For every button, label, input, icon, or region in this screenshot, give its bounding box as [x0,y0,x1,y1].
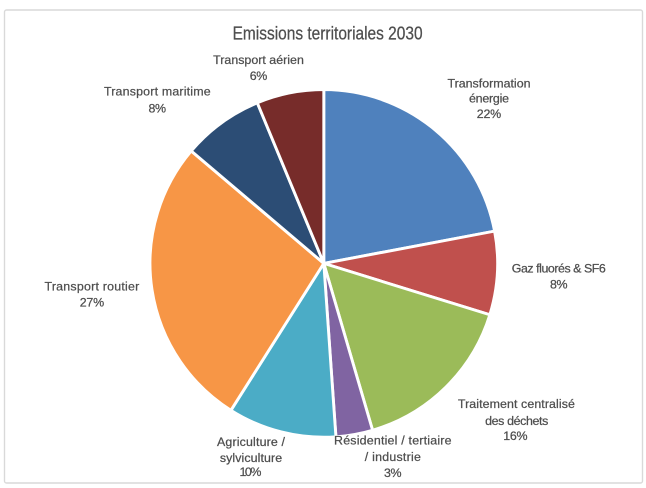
svg-text:Traitement centralisé: Traitement centralisé [458,397,575,411]
svg-text:8%: 8% [550,277,568,291]
svg-text:Gaz fluorés & SF6: Gaz fluorés & SF6 [512,262,606,276]
svg-text:énergie: énergie [469,92,509,106]
svg-text:Emissions territoriales 2030: Emissions territoriales 2030 [233,23,423,44]
svg-text:/ industrie: / industrie [365,450,421,464]
svg-text:sylviculture: sylviculture [220,451,282,465]
svg-text:8%: 8% [149,102,167,116]
svg-text:3%: 3% [384,466,402,480]
svg-text:Agriculture /: Agriculture / [217,435,286,449]
svg-text:Transport maritime: Transport maritime [104,84,211,98]
svg-text:16%: 16% [503,429,527,443]
svg-text:10%: 10% [239,465,261,479]
svg-text:27%: 27% [80,295,104,309]
svg-text:Transport aérien: Transport aérien [213,53,304,67]
svg-text:6%: 6% [250,69,268,83]
svg-text:Transformation: Transformation [448,76,531,90]
svg-text:Transport routier: Transport routier [45,280,140,294]
svg-text:Résidentiel / tertiaire: Résidentiel / tertiaire [334,434,452,448]
svg-text:des déchets: des déchets [485,414,548,428]
svg-text:22%: 22% [477,107,501,121]
